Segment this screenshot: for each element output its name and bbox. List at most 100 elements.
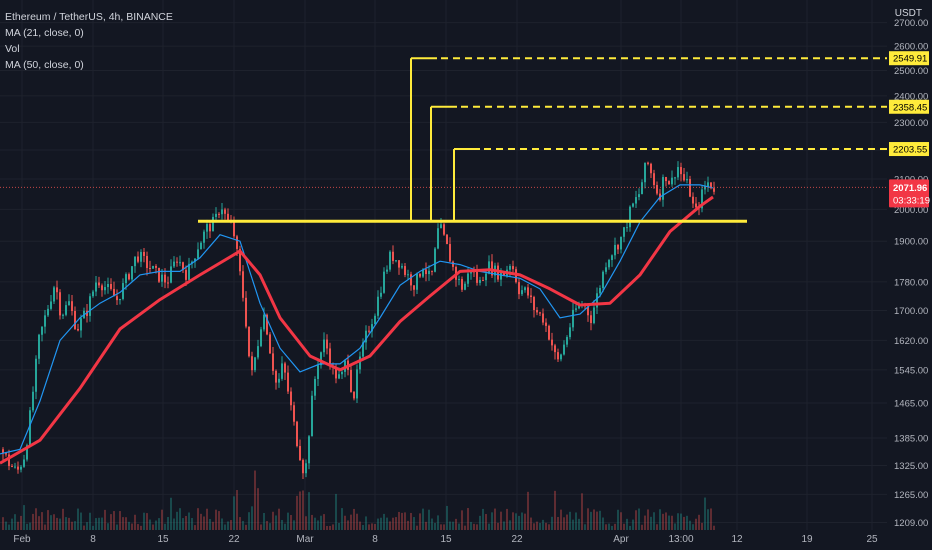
level-tag-label-1: 2549.91: [893, 54, 927, 65]
candle-body: [638, 194, 640, 198]
candle-body: [482, 280, 484, 282]
candle-body: [122, 283, 124, 299]
volume-bar: [476, 524, 478, 530]
candle-body: [125, 274, 127, 284]
candle-body: [656, 185, 658, 194]
volume-bar: [242, 520, 244, 530]
volume-bar: [221, 518, 223, 530]
volume-bar: [209, 518, 211, 530]
volume-bar: [326, 525, 328, 530]
candle-body: [596, 293, 598, 308]
volume-bar: [179, 508, 181, 530]
volume-bar: [11, 518, 13, 530]
volume-bar: [644, 515, 646, 530]
candle-body: [20, 466, 22, 470]
volume-bar: [155, 520, 157, 530]
volume-bar: [524, 513, 526, 530]
candle-body: [617, 244, 619, 250]
volume-bar: [101, 517, 103, 530]
candle-body: [131, 266, 133, 280]
x-tick-label: Mar: [296, 534, 314, 545]
candle-body: [404, 266, 406, 275]
candle-body: [14, 466, 16, 468]
candles: [2, 161, 715, 479]
candle-body: [587, 306, 589, 316]
volume-bar: [482, 508, 484, 530]
y-tick-label: 1465.00: [894, 399, 928, 410]
candle-body: [647, 162, 649, 164]
legend-vol[interactable]: Vol: [5, 43, 20, 55]
volume-bar: [566, 514, 568, 530]
candle-body: [644, 162, 646, 183]
volume-bar: [14, 514, 16, 530]
candle-body: [32, 391, 34, 411]
volume-bar: [302, 490, 304, 530]
y-tick-label: 1700.00: [894, 306, 928, 317]
candle-body: [119, 298, 121, 301]
volume-bar: [596, 511, 598, 530]
volume-bar: [65, 517, 67, 530]
candle-body: [203, 231, 205, 243]
volume-bar: [203, 516, 205, 530]
volume-bar: [38, 516, 40, 530]
volume-bar: [350, 514, 352, 530]
volume-bar: [410, 512, 412, 530]
volume-bar: [620, 512, 622, 530]
y-tick-label: 1325.00: [894, 461, 928, 472]
candle-body: [545, 322, 547, 326]
volume-bar: [245, 524, 247, 530]
candle-body: [677, 167, 679, 178]
volume-bar: [164, 523, 166, 530]
volume-bars: [2, 470, 715, 530]
volume-bar: [692, 524, 694, 530]
legend-ma21[interactable]: MA (21, close, 0): [5, 27, 84, 39]
volume-bar: [626, 518, 628, 530]
volume-bar: [362, 524, 364, 530]
volume-bar: [455, 518, 457, 530]
candle-body: [530, 295, 532, 298]
candle-body: [401, 266, 403, 268]
volume-bar: [266, 521, 268, 530]
volume-bar: [671, 515, 673, 530]
volume-bar: [641, 524, 643, 530]
volume-bar: [353, 508, 355, 530]
volume-bar: [89, 512, 91, 530]
chart-legend: Ethereum / TetherUS, 4h, BINANCE MA (21,…: [5, 9, 173, 73]
candle-body: [284, 363, 286, 373]
candle-body: [101, 285, 103, 291]
volume-bar: [485, 514, 487, 530]
volume-bar: [572, 519, 574, 530]
volume-bar: [296, 495, 298, 530]
candle-body: [95, 282, 97, 292]
volume-bar: [452, 521, 454, 530]
volume-bar: [539, 522, 541, 530]
candle-body: [569, 327, 571, 338]
legend-title[interactable]: Ethereum / TetherUS, 4h, BINANCE: [5, 11, 173, 23]
y-tick-label: 2600.00: [894, 42, 928, 53]
legend-ma50[interactable]: MA (50, close, 0): [5, 59, 84, 71]
candle-body: [44, 315, 46, 327]
candle-body: [542, 313, 544, 323]
candle-body: [164, 274, 166, 283]
candle-body: [113, 288, 115, 297]
volume-bar: [278, 508, 280, 530]
candle-body: [260, 329, 262, 347]
volume-bar: [140, 525, 142, 530]
candle-body: [389, 251, 391, 270]
grid: [0, 0, 887, 530]
volume-bar: [17, 521, 19, 530]
volume-bar: [239, 517, 241, 530]
volume-bar: [131, 523, 133, 530]
candle-body: [575, 308, 577, 310]
volume-bar: [29, 522, 31, 530]
candle-body: [518, 282, 520, 295]
volume-bar: [674, 523, 676, 530]
volume-bar: [713, 525, 715, 530]
volume-bar: [704, 497, 706, 530]
price-axis: 2700.002600.002500.002400.002300.002200.…: [887, 0, 932, 550]
candle-body: [296, 421, 298, 447]
volume-bar: [188, 512, 190, 530]
candle-body: [371, 324, 373, 332]
volume-bar: [134, 514, 136, 530]
